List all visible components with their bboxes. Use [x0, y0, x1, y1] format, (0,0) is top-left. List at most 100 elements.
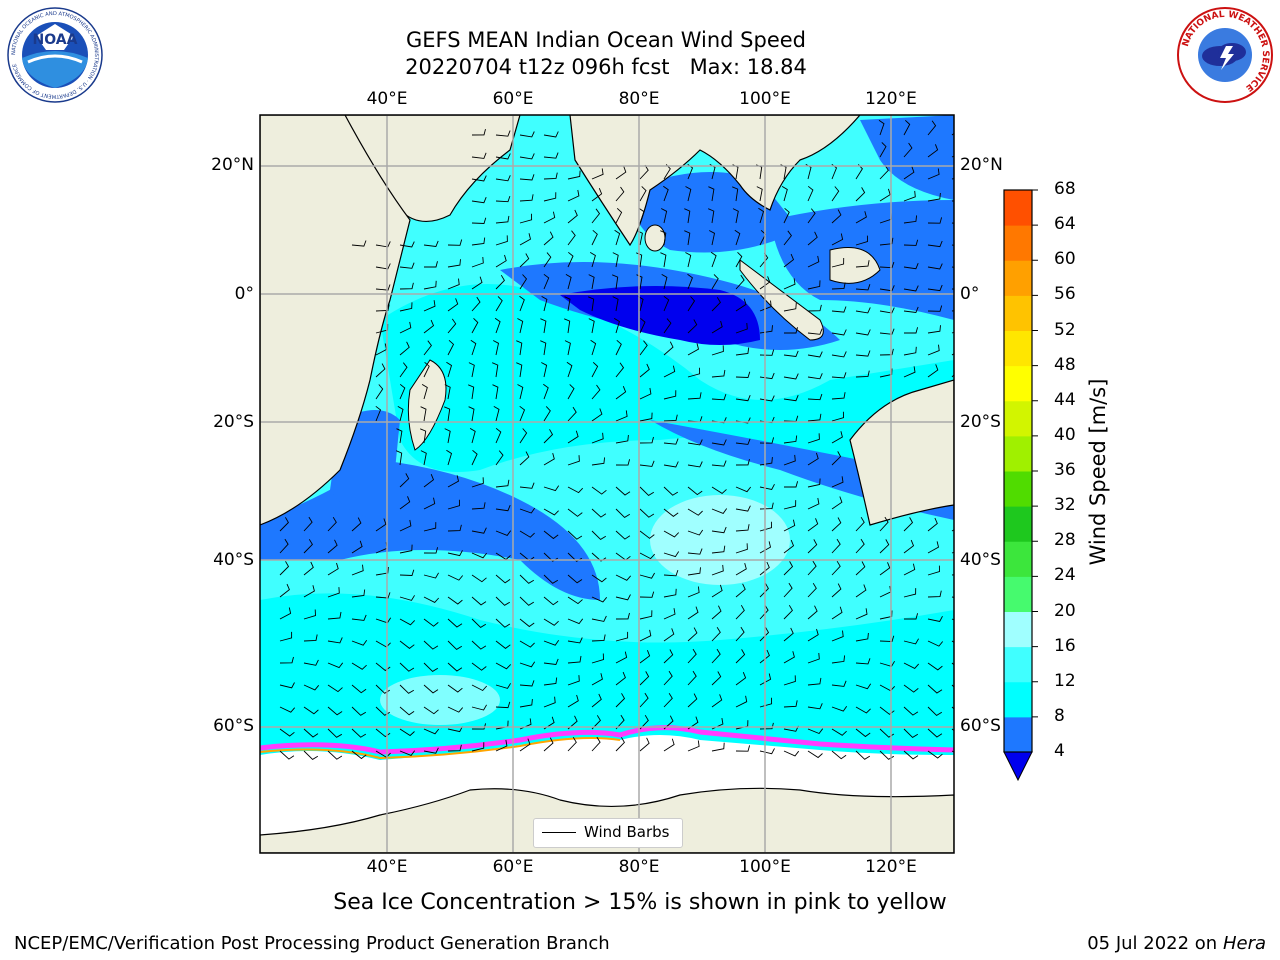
wind-barb [615, 434, 629, 444]
wind-barb [759, 561, 770, 576]
wind-barb [663, 318, 672, 334]
wind-barb [351, 706, 367, 716]
wind-barb [494, 317, 501, 334]
wind-barb [519, 530, 535, 538]
wind-zone-4-8-ne [860, 115, 954, 200]
lon-tick-bottom-100e: 100°E [739, 857, 791, 877]
wind-barb [879, 261, 895, 269]
wind-barb [831, 282, 846, 290]
colorbar-segment [1004, 506, 1032, 542]
wind-barb [687, 392, 702, 400]
wind-barb [351, 684, 367, 694]
wind-barb [711, 605, 722, 620]
wind-barb [495, 505, 511, 512]
legend-label: Wind Barbs [584, 823, 670, 841]
wind-barb [663, 692, 673, 708]
wind-barb [927, 541, 940, 554]
wind-barb [495, 195, 511, 203]
wind-barb [708, 208, 715, 224]
wind-barb [903, 366, 916, 378]
wind-barb [855, 329, 871, 336]
wind-barb [423, 474, 435, 488]
wind-barb [423, 300, 436, 312]
wind-barb [399, 496, 411, 510]
wind-barb [516, 362, 523, 378]
wind-barb [351, 589, 366, 598]
wind-barb [663, 486, 679, 496]
wind-barb [903, 539, 915, 554]
wind-barb [423, 547, 439, 554]
wind-barb [927, 517, 938, 532]
wind-barb [447, 662, 463, 672]
wind-barb [855, 284, 871, 291]
wind-barb [591, 229, 598, 246]
wind-barb [639, 387, 652, 400]
wind-barb [781, 186, 788, 202]
wind-barb [687, 606, 699, 620]
wind-barb [375, 662, 391, 672]
colorbar-tick-label: 52 [1054, 319, 1076, 340]
wind-barb [879, 285, 895, 292]
wind-barb [591, 188, 603, 202]
wind-barb [565, 274, 572, 290]
colorbar-segment [1004, 681, 1032, 718]
wind-barb [327, 516, 337, 532]
wind-barb [399, 728, 415, 737]
noaa-logo: NATIONAL OCEANIC AND ATMOSPHERIC ADMINIS… [7, 7, 103, 103]
wind-barb [423, 340, 432, 356]
wind-barb [639, 363, 650, 378]
wind-barb [399, 684, 415, 694]
colorbar-tick-label: 56 [1054, 284, 1076, 305]
wind-barb [783, 230, 792, 246]
lat-tick-right-20s: 20°S [960, 412, 1001, 432]
wind-barb [591, 715, 601, 730]
wind-barb [279, 607, 292, 620]
wind-barb [303, 539, 313, 554]
wind-barb [735, 524, 750, 532]
sea-ice-edge-high [260, 737, 621, 760]
wind-barb [567, 455, 580, 466]
wind-barb [423, 522, 437, 532]
wind-barb [660, 252, 667, 268]
wind-barb [807, 582, 817, 598]
wind-barb [519, 680, 535, 687]
wind-barb [303, 634, 318, 642]
colorbar-segment [1004, 646, 1032, 683]
wind-barb [495, 296, 503, 312]
wind-barb [613, 318, 620, 334]
wind-barb [735, 251, 743, 268]
wind-barb [591, 736, 601, 752]
wind-barb [735, 395, 751, 402]
wind-barb [855, 561, 866, 576]
wind-barb [711, 694, 723, 708]
wind-barb [831, 560, 841, 576]
wind-barb [591, 457, 606, 466]
wind-barb [639, 737, 650, 752]
colorbar-tick-label: 36 [1054, 460, 1076, 480]
colorbar-segment [1004, 295, 1032, 331]
wind-barb [879, 188, 891, 202]
colorbar-segment [1004, 225, 1032, 261]
wind-barb [734, 229, 741, 246]
wind-barb [279, 538, 289, 554]
lon-tick-top-100e: 100°E [739, 89, 791, 109]
wind-barb [519, 131, 535, 138]
lat-tick-left-0: 0° [234, 284, 254, 304]
wind-barb [687, 740, 700, 752]
wind-barb [471, 662, 487, 671]
wind-barb [807, 677, 822, 686]
wind-barb [420, 428, 427, 444]
wind-barb [351, 540, 363, 554]
wind-barb [684, 230, 691, 246]
wind-barb [396, 428, 403, 444]
wind-barb [468, 384, 475, 400]
footer-machine: Hera [1222, 933, 1266, 954]
wind-barb [447, 618, 463, 628]
wind-barb [663, 438, 679, 445]
colorbar-segment [1004, 260, 1032, 296]
wind-barb [615, 508, 631, 518]
wind-barb [567, 530, 583, 540]
wind-barb [831, 655, 846, 664]
wind-barb [903, 638, 919, 645]
wind-barb [759, 649, 770, 664]
